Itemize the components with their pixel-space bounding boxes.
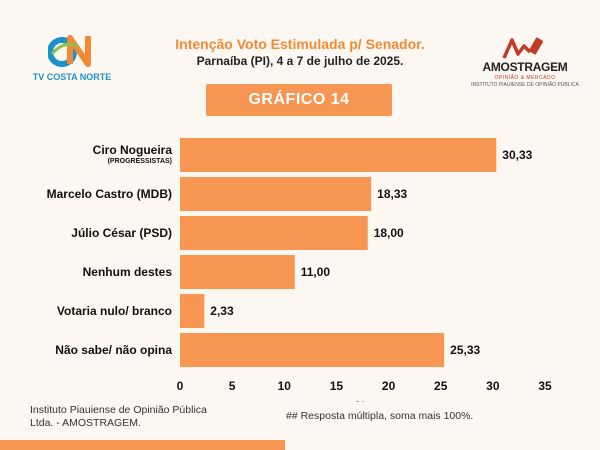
- data-label-0: 30,33: [502, 148, 532, 162]
- chart-number-badge: GRÁFICO 14: [206, 84, 392, 116]
- amostragem-logo-mark: [502, 37, 544, 59]
- data-label-5: 25,33: [450, 343, 480, 357]
- chart-title: Intenção Voto Estimulada p/ Senador.: [175, 36, 425, 52]
- category-label-1: Marcelo Castro (MDB): [47, 187, 172, 201]
- bar-1: [180, 177, 372, 211]
- amostragem-logo-subtitle: INSTITUTO PIAUIENSE DE OPINIÃO PÚBLICA: [471, 82, 579, 88]
- x-tick-label-0: 0: [177, 379, 184, 393]
- bar-4: [180, 294, 205, 328]
- data-label-1: 18,33: [377, 187, 407, 201]
- x-tick-label-6: 30: [486, 379, 500, 393]
- bar-3: [180, 255, 295, 289]
- category-label-2: Júlio César (PSD): [71, 226, 172, 240]
- chart-subtitle: Parnaíba (PI), 4 a 7 de julho de 2025.: [196, 54, 404, 68]
- amostragem-logo-name: AMOSTRAGEM: [482, 60, 568, 74]
- bar-0: [180, 138, 497, 172]
- tv-costa-norte-logo: TV COSTA NORTE: [22, 32, 122, 92]
- bar-2: [180, 216, 368, 250]
- x-tick-label-7: 35: [538, 379, 552, 393]
- category-label-5: Não sabe/ não opina: [55, 343, 172, 357]
- category-label-3: Nenhum destes: [83, 265, 173, 279]
- x-tick-label-5: 25: [434, 379, 448, 393]
- data-label-3: 11,00: [301, 265, 331, 279]
- amostragem-logo: AMOSTRAGEM OPINIÃO & MERCADO INSTITUTO P…: [470, 34, 580, 94]
- x-axis-label: %: [355, 399, 366, 402]
- x-tick-label-1: 5: [229, 379, 236, 393]
- data-label-2: 18,00: [374, 226, 404, 240]
- amostragem-logo-tag: OPINIÃO & MERCADO: [494, 75, 556, 81]
- x-tick-label-3: 15: [330, 379, 344, 393]
- bar-chart: Ciro Nogueira(PROGRESSISTAS) 30,33 Marcelo…: [47, 138, 552, 402]
- x-tick-label-2: 10: [278, 379, 292, 393]
- category-label-4: Votaria nulo/ branco: [57, 304, 172, 318]
- tv-costa-norte-logo-mark: [48, 35, 91, 67]
- footer-accent-bar: [0, 440, 285, 450]
- chart-number-label: GRÁFICO 14: [248, 91, 350, 108]
- x-tick-label-4: 20: [382, 379, 396, 393]
- footer-note: ## Resposta múltipla, soma mais 100%.: [286, 410, 474, 422]
- data-label-4: 2,33: [210, 304, 234, 318]
- category-label-0: Ciro Nogueira: [93, 143, 173, 157]
- bar-5: [180, 333, 445, 367]
- tv-costa-norte-logo-text: TV COSTA NORTE: [32, 72, 112, 82]
- footer-source: Instituto Piauiense de Opinião Pública L…: [30, 404, 207, 429]
- category-sublabel-0: (PROGRESSISTAS): [108, 158, 172, 165]
